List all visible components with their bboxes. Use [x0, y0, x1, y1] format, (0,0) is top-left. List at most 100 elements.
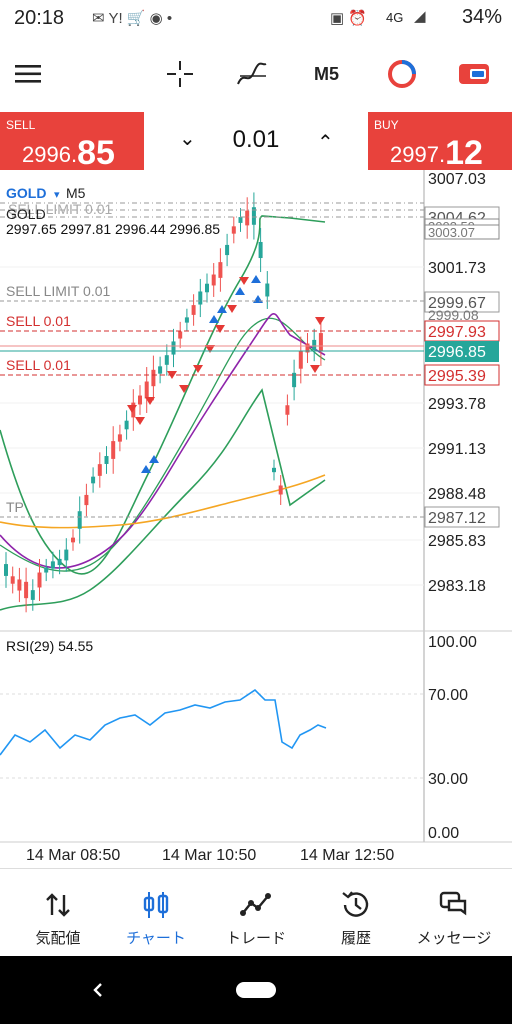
buy-button[interactable]: BUY 2997.12	[368, 112, 512, 172]
notification-icons: ✉ Y! 🛒 ◉ •	[92, 10, 173, 27]
rsi-line	[0, 688, 327, 756]
trade-icon[interactable]	[452, 48, 496, 100]
bottom-navigation: 気配値 チャート トレード 履歴 メッセージ	[0, 868, 512, 956]
nav-messages-label: メッセージ	[416, 930, 492, 947]
volume-decrease-chevron-icon[interactable]: ⌄	[179, 128, 196, 150]
candle-body	[312, 339, 317, 351]
sell-arrow-icon	[205, 345, 215, 353]
candle-body	[10, 576, 15, 584]
volume-control: ⌄ 0.01 ⌃	[145, 112, 367, 170]
home-pill-icon[interactable]	[236, 982, 276, 998]
moving-average-purple	[0, 313, 326, 569]
candle-body	[231, 226, 236, 234]
stacked-price-tag	[424, 224, 500, 240]
objects-icon[interactable]	[380, 48, 424, 100]
sell-arrow-icon	[239, 277, 249, 285]
ohlc-values: 2997.65 2997.81 2996.44 2996.85	[6, 221, 220, 237]
candle-body	[251, 207, 256, 225]
sell-arrow-icon	[179, 385, 189, 393]
candle-body	[117, 434, 122, 442]
candle-body	[158, 366, 163, 374]
sell-button[interactable]: SELL 2996.85	[0, 112, 144, 172]
time-axis-label: 14 Mar 12:50	[300, 847, 394, 864]
candle-body	[164, 355, 169, 365]
price-axis-label: 2991.13	[428, 441, 486, 458]
current-price-tag	[425, 341, 499, 362]
volume-increase-chevron-icon[interactable]: ⌃	[317, 132, 334, 154]
price-axis-label: 2999.67	[428, 295, 486, 312]
buy-arrow-icon	[217, 305, 227, 313]
nav-trade[interactable]: トレード	[206, 869, 306, 957]
price-axis-label: 3007.03	[428, 171, 486, 188]
candle-body	[84, 494, 89, 506]
candle-body	[91, 476, 96, 484]
buy-price: 2997.12	[390, 134, 483, 172]
back-icon[interactable]	[93, 983, 102, 997]
nav-quotes[interactable]: 気配値	[8, 869, 108, 957]
chart-icon	[143, 892, 169, 918]
menu-icon[interactable]	[8, 48, 48, 100]
quotes-icon	[46, 893, 70, 917]
candle-body	[171, 341, 176, 355]
sell-arrow-icon	[135, 417, 145, 425]
price-axis-label: 2996.85	[428, 344, 486, 361]
system-status-icons: ▣ ⏰	[330, 10, 368, 27]
price-axis-label: 2995.39	[428, 368, 486, 385]
candle-body	[64, 549, 69, 561]
sell-limit-ghost-label: SELL LIMIT 0.01	[8, 201, 112, 217]
chart-timeframe: M5	[66, 185, 86, 201]
history-icon	[342, 891, 369, 917]
nav-messages[interactable]: メッセージ	[404, 869, 504, 957]
volume-value[interactable]: 0.01	[232, 126, 280, 153]
nav-trade-label: トレード	[225, 930, 286, 947]
status-time: 20:18	[14, 7, 65, 29]
candle-body	[178, 331, 183, 339]
symbol-dropdown-icon[interactable]: ▾	[54, 189, 60, 201]
candle-body	[77, 511, 82, 529]
nav-chart-label: チャート	[126, 930, 186, 947]
candle-body	[278, 485, 283, 495]
bollinger-bands	[0, 215, 326, 611]
sell-label: SELL	[6, 118, 36, 132]
candle-body	[305, 343, 310, 353]
sell-arrow-icon	[227, 305, 237, 313]
sell-limit-label: SELL LIMIT 0.01	[6, 283, 110, 299]
sell-order-label-2: SELL 0.01	[6, 357, 71, 373]
buy-arrow-icon	[141, 465, 151, 473]
nav-history[interactable]: 履歴	[306, 869, 406, 957]
nav-chart[interactable]: チャート	[106, 869, 206, 957]
buy-label: BUY	[374, 118, 399, 132]
stacked-price-label: 3003.07	[428, 225, 475, 240]
time-axis-label: 14 Mar 08:50	[26, 847, 120, 864]
candle-body	[24, 581, 29, 599]
time-axis: 14 Mar 08:50 14 Mar 10:50 14 Mar 12:50	[26, 847, 394, 864]
candle-body	[191, 305, 196, 315]
candlesticks	[4, 192, 323, 613]
indicators-icon[interactable]	[232, 48, 272, 100]
price-tag-box	[424, 364, 500, 386]
sell-price: 2996.85	[22, 134, 115, 172]
candle-body	[104, 456, 109, 464]
candle-body	[71, 537, 75, 543]
candle-body	[97, 464, 102, 476]
crosshair-icon[interactable]	[160, 48, 200, 100]
sell-arrow-icon	[127, 405, 137, 413]
candle-body	[218, 262, 223, 278]
candle-body	[205, 283, 209, 293]
candle-body	[298, 351, 303, 369]
candle-body	[111, 441, 116, 459]
rsi-axis-label: 100.00	[428, 634, 477, 651]
signal-icon: ◢	[414, 8, 426, 25]
price-axis-label: 2983.18	[428, 578, 486, 595]
candle-body	[211, 274, 216, 286]
timeframe-button[interactable]: M5	[314, 64, 340, 84]
nav-quotes-label: 気配値	[35, 930, 81, 947]
messages-icon	[439, 891, 467, 916]
moving-average-orange	[0, 474, 326, 529]
candle-body	[318, 333, 323, 351]
price-axis: 3007.033004.623001.732999.672997.932996.…	[424, 171, 500, 595]
rsi-axis-label: 0.00	[428, 825, 459, 842]
trade-nav-icon	[240, 893, 271, 916]
price-chart[interactable]: GOLD ▾ M5 SELL LIMIT 0.01 GOLD 2997.65 2…	[0, 170, 512, 868]
candle-body	[184, 317, 189, 323]
